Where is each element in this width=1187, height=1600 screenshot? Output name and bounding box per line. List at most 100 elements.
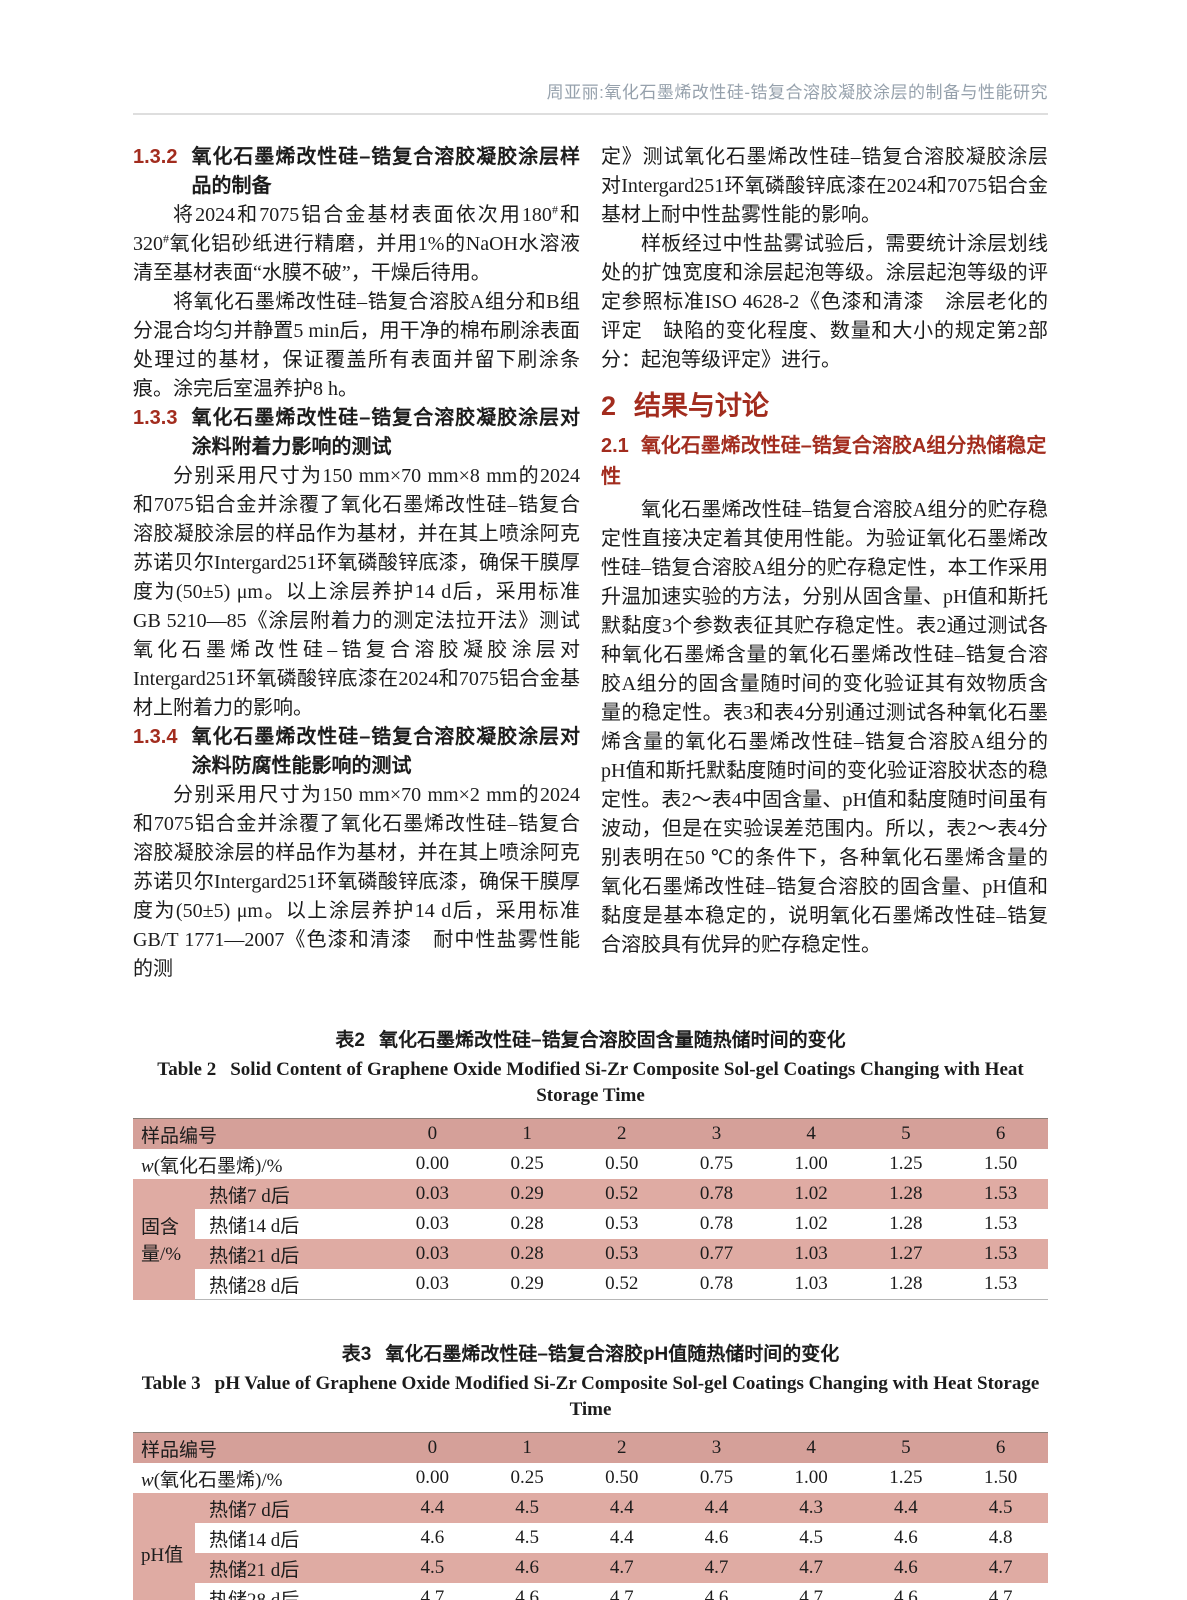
table-cell: 0.03 (385, 1269, 480, 1300)
table-cell: 1.28 (889, 1213, 923, 1234)
table-header-row: 样品编号 0 1 2 3 4 5 6 (133, 1118, 1048, 1149)
table-cell: 0.78 (699, 1213, 734, 1234)
table-cell: pH值 (133, 1493, 195, 1600)
table-cell: 固含量/% (133, 1179, 195, 1300)
table-cell: 0.52 (574, 1179, 670, 1209)
table-cell: 3 (669, 1118, 764, 1149)
table-cell: 4.7 (763, 1553, 859, 1583)
table-cell: 4.5 (479, 1493, 575, 1523)
table-cell: 3 (669, 1432, 764, 1463)
table-2-title-en: Table 2 Solid Content of Graphene Oxide M… (133, 1057, 1048, 1109)
table-cell: 2 (574, 1432, 670, 1463)
table-row: 热储21 d后 0.03 0.28 0.53 0.77 1.03 1.27 1.53 (133, 1239, 1048, 1269)
table-cell: 0.03 (385, 1239, 480, 1269)
table-cell: 0.28 (510, 1213, 544, 1234)
heading-text: 氧化石墨烯改性硅–锆复合溶胶凝胶涂层对涂料附着力影响的测试 (191, 407, 580, 458)
table-cell: 热储7 d后 (195, 1179, 386, 1209)
table-cell: 4.7 (385, 1583, 480, 1600)
table-cell: 0.25 (510, 1153, 544, 1174)
table-cell: 4.5 (799, 1527, 824, 1548)
table-cell: 4.6 (479, 1553, 575, 1583)
table-cell: 4.8 (988, 1527, 1013, 1548)
table-cell: 1.28 (858, 1179, 954, 1209)
table-cell: 4.6 (669, 1583, 764, 1600)
table-cell: 1.28 (858, 1269, 954, 1300)
table-cell: 4.5 (385, 1553, 480, 1583)
table-cell: 0 (385, 1118, 480, 1149)
table-label: 表2 (335, 1030, 365, 1051)
variable-symbol: w (141, 1155, 154, 1177)
heading-text: 结果与讨论 (634, 391, 770, 421)
table-cell: 0.00 (415, 1467, 449, 1488)
table-title-text: Solid Content of Graphene Oxide Modified… (230, 1059, 1024, 1106)
heading-number: 2 (601, 391, 617, 421)
table-cell: 4.6 (704, 1527, 729, 1548)
table-cell: 1.00 (794, 1467, 828, 1488)
table-cell: 0.29 (479, 1269, 575, 1300)
table-cell: 热储28 d后 (195, 1269, 386, 1300)
w-label-suffix: (氧化石墨烯)/% (153, 1469, 283, 1491)
table-row: 热储14 d后 0.03 0.28 0.53 0.78 1.02 1.28 1.53 (133, 1209, 1048, 1239)
table-cell: 4.6 (894, 1527, 918, 1548)
table-cell: 4.4 (669, 1493, 764, 1523)
paragraph: 分别采用尺寸为150 mm×70 mm×2 mm的2024和7075铝合金并涂覆… (133, 784, 580, 980)
table-cell: 4.7 (669, 1553, 764, 1583)
left-column: 1.3.2 氧化石墨烯改性硅–锆复合溶胶凝胶涂层样品的制备 将2024和7075… (133, 143, 580, 984)
table-header-row: 样品编号 0 1 2 3 4 5 6 (133, 1432, 1048, 1463)
table-cell: 1.25 (889, 1153, 923, 1174)
table-cell: 1.25 (889, 1467, 923, 1488)
table-cell: 1.53 (983, 1213, 1018, 1234)
table-3-title-en: Table 3 pH Value of Graphene Oxide Modifi… (133, 1371, 1048, 1423)
table-cell: 4.7 (953, 1583, 1048, 1600)
table-cell: 4.7 (574, 1583, 670, 1600)
heading-1-3-3: 1.3.3 氧化石墨烯改性硅–锆复合溶胶凝胶涂层对涂料附着力影响的测试 (133, 404, 580, 462)
table-cell: 1.02 (794, 1213, 828, 1234)
table-cell: 1.00 (794, 1153, 828, 1174)
table-label: Table 3 (141, 1373, 201, 1394)
table-cell: 样品编号 (133, 1118, 386, 1149)
table-cell: 0.50 (605, 1467, 639, 1488)
table-cell: 热储7 d后 (195, 1493, 386, 1523)
heading-number: 2.1 (601, 435, 629, 457)
table-2: 样品编号 0 1 2 3 4 5 6 w(氧化石墨烯)/% 0.00 0.25 0.50 0.75 1.0… (133, 1118, 1048, 1300)
heading-section-2-1: 2.1 氧化石墨烯改性硅–锆复合溶胶A组分热储稳定性 (601, 431, 1048, 493)
table-w-row: w(氧化石墨烯)/% 0.00 0.25 0.50 0.75 1.00 1.25 1.50 (133, 1463, 1048, 1493)
table-3-title-zh: 表3 氧化石墨烯改性硅–锆复合溶胶pH值随热储时间的变化 (133, 1342, 1048, 1368)
table-cell: 0.28 (479, 1239, 575, 1269)
table-cell: 1.53 (953, 1179, 1048, 1209)
table-3-block: 表3 氧化石墨烯改性硅–锆复合溶胶pH值随热储时间的变化 Table 3 pH Va… (133, 1342, 1048, 1600)
table-label: 表3 (341, 1344, 372, 1365)
header-rule (133, 113, 1048, 115)
table-title-text: 氧化石墨烯改性硅–锆复合溶胶固含量随热储时间的变化 (379, 1030, 846, 1051)
superscript: # (163, 231, 169, 246)
table-cell: 1.50 (983, 1153, 1018, 1174)
variable-symbol: w (141, 1469, 154, 1491)
table-cell: 4.5 (515, 1527, 539, 1548)
table-cell: 5 (858, 1432, 954, 1463)
paragraph-text: 和320 (133, 204, 581, 255)
heading-text: 氧化石墨烯改性硅–锆复合溶胶凝胶涂层对涂料防腐性能影响的测试 (191, 726, 580, 777)
table-cell: 热储14 d后 (209, 1215, 300, 1237)
table-cell: 4 (763, 1118, 859, 1149)
table-row: 热储28 d后 4.7 4.6 4.7 4.6 4.7 4.6 4.7 (133, 1583, 1048, 1600)
superscript: # (551, 202, 558, 217)
table-cell: 0.78 (669, 1269, 764, 1300)
table-cell: 1.53 (953, 1239, 1048, 1269)
body-columns: 1.3.2 氧化石墨烯改性硅–锆复合溶胶凝胶涂层样品的制备 将2024和7075… (133, 143, 1048, 984)
table-cell: 6 (953, 1432, 1048, 1463)
table-cell: w(氧化石墨烯)/% (133, 1463, 385, 1493)
paragraph-text: 氧化铝砂纸进行精磨，并用1%的NaOH水溶液清至基材表面“水膜不破”，干燥后待用… (133, 233, 580, 284)
table-cell: 样品编号 (133, 1432, 386, 1463)
table-cell: 1.03 (763, 1269, 859, 1300)
table-row: pH值 热储7 d后 4.4 4.5 4.4 4.4 4.3 4.4 4.5 (133, 1493, 1048, 1600)
table-cell: 4.7 (953, 1553, 1048, 1583)
w-label-suffix: (氧化石墨烯)/% (153, 1155, 283, 1177)
table-cell: 0.25 (510, 1467, 544, 1488)
heading-number: 1.3.4 (133, 726, 178, 748)
table-title-text: 氧化石墨烯改性硅–锆复合溶胶pH值随热储时间的变化 (385, 1344, 840, 1365)
table-cell: 4.4 (574, 1493, 670, 1523)
table-cell: 4.7 (763, 1583, 859, 1600)
table-cell: 热储14 d后 (209, 1529, 300, 1551)
table-cell: 1.27 (858, 1239, 954, 1269)
table-cell: 0.75 (699, 1467, 734, 1488)
